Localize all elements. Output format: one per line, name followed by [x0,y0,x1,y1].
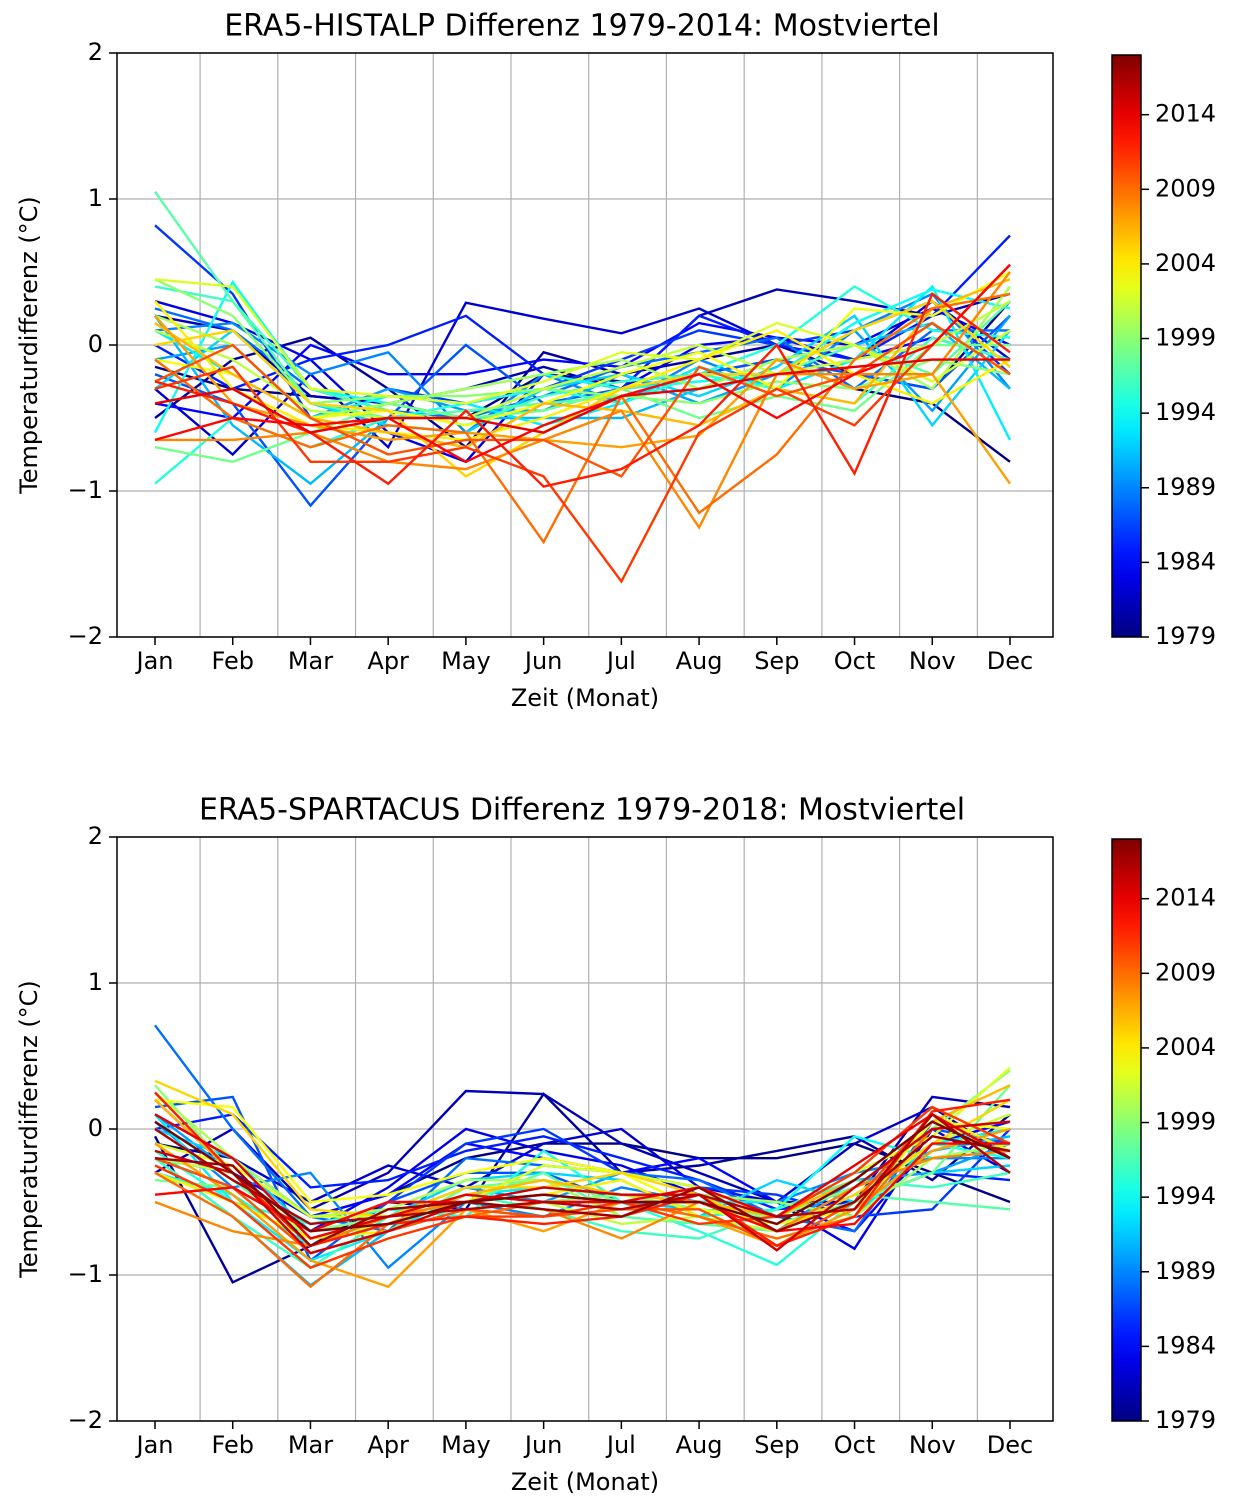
y-axis-label: Temperaturdifferenz (°C) [15,980,43,1279]
series-line [154,292,1011,545]
colorbar-tick-label: 2009 [1155,958,1216,986]
colorbar-tick-label: 2004 [1155,1033,1216,1061]
colorbar-tick-label: 1989 [1155,473,1216,501]
colorbar-tick-label: 1984 [1155,547,1216,575]
colorbar [1111,54,1142,638]
series-line [154,1120,1011,1233]
x-tick-label: Jul [605,1431,636,1459]
x-tick-label: Dec [987,647,1033,675]
x-axis-label: Zeit (Monat) [511,1468,659,1496]
x-tick-label: Jan [135,647,174,675]
colorbar-tick-label: 2014 [1155,884,1216,912]
chart-title: ERA5-HISTALP Differenz 1979-2014: Mostvi… [224,9,940,44]
x-tick-label: Dec [987,1431,1033,1459]
subplot: −2 −1 0 1 2 Jan Feb Mar Apr May Jun Jul Aug Sep Oct Nov… [15,9,1216,713]
x-tick-label: Nov [909,1431,956,1459]
y-tick-label: −2 [68,1406,103,1434]
colorbar [1111,838,1142,1422]
x-tick-label: Feb [211,1431,254,1459]
x-tick-label: Nov [909,647,956,675]
y-tick-label: −1 [68,1260,103,1288]
x-tick-label: Oct [834,1431,876,1459]
colorbar-tick-label: 2014 [1155,100,1216,128]
colorbar-tick-label: 1979 [1155,1406,1216,1434]
x-tick-label: Feb [211,647,254,675]
x-tick-label: May [441,647,491,675]
colorbar-tick-label: 1989 [1155,1257,1216,1285]
y-tick-label: 1 [88,184,103,212]
x-tick-label: Aug [676,1431,723,1459]
x-tick-label: Jun [523,1431,563,1459]
y-tick-label: 2 [88,38,103,66]
plot-frame [116,836,1054,1422]
colorbar-tick-label: 1979 [1155,622,1216,650]
x-axis-label: Zeit (Monat) [511,684,659,712]
series-line [154,1112,1011,1226]
colorbar-tick-label: 1994 [1155,398,1216,426]
colorbar-tick-label: 1994 [1155,1182,1216,1210]
series-line [154,300,1011,442]
x-tick-label: Apr [367,1431,409,1459]
series-line [154,358,1010,434]
x-tick-label: Jul [605,647,636,675]
x-tick-label: Aug [676,647,723,675]
x-tick-label: May [441,1431,491,1459]
series-line [154,315,1011,485]
colorbar-tick-label: 2004 [1155,249,1216,277]
y-tick-label: −1 [68,476,103,504]
y-tick-label: −2 [68,622,103,650]
colorbar-tick-label: 1999 [1155,324,1216,352]
plot-frame [116,52,1054,638]
y-tick-label: 2 [88,822,103,850]
chart-title: ERA5-SPARTACUS Differenz 1979-2018: Most… [199,793,965,828]
series-line [154,263,1011,584]
colorbar-tick-label: 2009 [1155,174,1216,202]
subplot: −2 −1 0 1 2 Jan Feb Mar Apr May Jun Jul Aug Sep Oct Nov… [15,793,1216,1497]
x-tick-label: Sep [754,647,799,675]
colorbar-tick-label: 1984 [1155,1331,1216,1359]
series-line [154,1135,1011,1248]
series-line [154,278,1011,405]
x-tick-label: Jun [523,647,563,675]
series-line [154,1112,1011,1240]
series-line [154,1066,1011,1218]
series-line [154,300,1011,420]
series-line [155,271,1011,530]
x-tick-label: Oct [834,647,876,675]
y-tick-label: 0 [88,330,103,358]
y-tick-label: 0 [88,1114,103,1142]
colorbar-tick-label: 1999 [1155,1108,1216,1136]
x-tick-label: Mar [288,647,333,675]
series-line [154,1120,1011,1255]
x-tick-label: Jan [135,1431,174,1459]
series-line [154,315,1011,486]
x-tick-label: Sep [754,1431,799,1459]
x-tick-label: Apr [367,647,409,675]
y-axis-label: Temperaturdifferenz (°C) [15,196,43,495]
series-line [154,292,1011,488]
series-line [154,343,1010,464]
x-tick-label: Mar [288,1431,333,1459]
y-tick-label: 1 [88,968,103,996]
series-line [154,1105,1011,1270]
